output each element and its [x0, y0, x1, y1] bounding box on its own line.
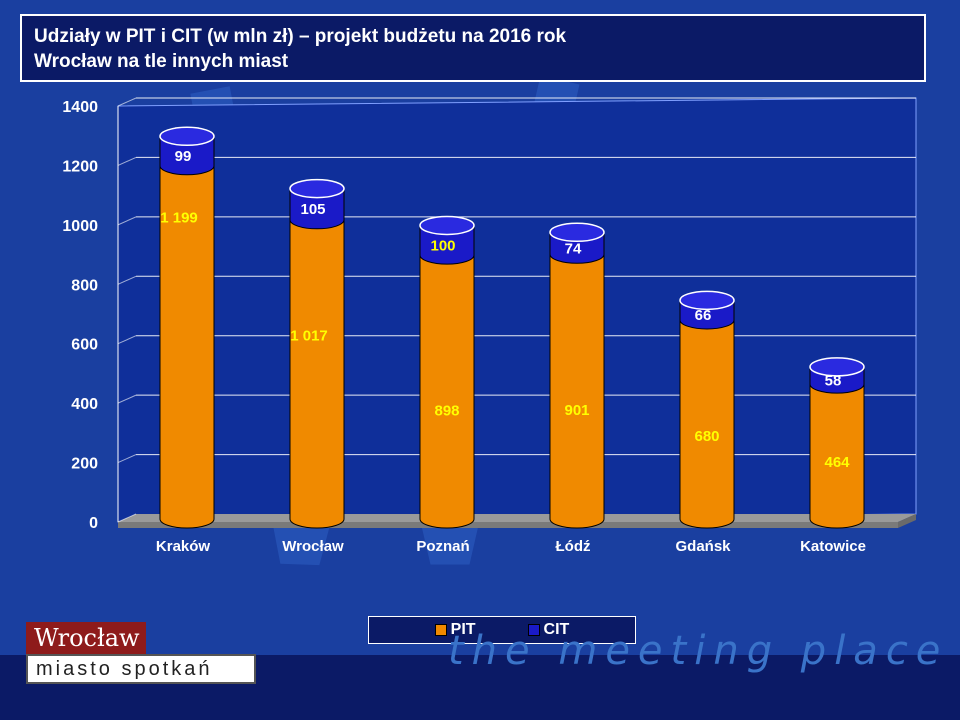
legend-swatch-pit	[434, 624, 447, 636]
title-box: Udziały w PIT i CIT (w mln zł) – projekt…	[20, 14, 926, 82]
y-tick-label: 800	[71, 277, 98, 294]
logo-wroclaw: Wrocław	[26, 622, 146, 654]
data-label-cit: 105	[300, 201, 325, 218]
bar-pit	[159, 165, 215, 529]
bar-pit	[549, 253, 605, 529]
bar-cit-top	[679, 290, 735, 311]
logo-subtitle: miasto spotkań	[26, 654, 256, 684]
data-label-cit: 100	[430, 237, 455, 254]
bar-cit	[289, 188, 345, 230]
bar-cit-top	[549, 222, 605, 243]
bar-pit	[289, 219, 345, 529]
gridline-depth	[117, 156, 137, 166]
data-label-pit: 898	[434, 402, 459, 419]
data-label-cit: 58	[825, 373, 842, 390]
data-label-pit: 1 199	[160, 210, 198, 227]
y-tick-label: 1200	[62, 158, 98, 175]
bar-cit	[159, 135, 215, 176]
y-tick-label: 400	[71, 396, 98, 413]
bar-cit-top	[419, 215, 475, 236]
x-tick-label: Kraków	[156, 538, 211, 555]
title-line-1: Udziały w PIT i CIT (w mln zł) – projekt…	[34, 26, 567, 47]
legend-label-cit: CIT	[543, 621, 570, 638]
title-line-2: Wrocław na tle innych miast	[34, 51, 289, 72]
data-label-pit: 464	[824, 454, 850, 471]
y-tick-label: 1400	[62, 99, 98, 116]
data-label-pit: 680	[694, 428, 719, 445]
bar-pit	[809, 383, 865, 529]
bar-pit	[419, 254, 475, 529]
gridline-depth	[117, 335, 137, 345]
plot-floor-side	[898, 514, 916, 528]
gridline-depth	[117, 275, 137, 285]
chart-legend: PIT CIT	[368, 616, 636, 644]
data-label-cit: 66	[695, 307, 712, 324]
bar-cit-top	[809, 357, 865, 377]
bar-cit-top	[159, 126, 215, 147]
bar-cit-top	[289, 178, 345, 199]
x-tick-label: Katowice	[800, 538, 866, 555]
legend-label-pit: PIT	[450, 621, 476, 638]
gridline-depth	[117, 394, 137, 404]
legend-swatch-cit	[527, 624, 540, 636]
x-tick-label: Wrocław	[282, 538, 344, 555]
gridline-depth	[117, 216, 137, 226]
data-label-pit: 901	[564, 402, 589, 419]
gridline-depth	[117, 513, 137, 523]
gridline-depth	[117, 454, 137, 464]
x-tick-label: Łódź	[556, 538, 591, 555]
y-tick-label: 0	[89, 515, 98, 532]
data-label-pit: 1 017	[290, 328, 328, 345]
plot-floor-edge	[118, 522, 898, 528]
legend-item-pit: PIT	[434, 621, 476, 639]
data-label-cit: 99	[175, 148, 192, 165]
y-tick-label: 600	[71, 337, 98, 354]
data-label-cit: 74	[565, 240, 582, 257]
plot-floor	[118, 514, 916, 522]
y-tick-label: 200	[71, 456, 98, 473]
y-tick-label: 1000	[62, 218, 98, 235]
gridline-depth	[117, 97, 137, 107]
x-tick-label: Poznań	[416, 538, 469, 555]
bar-cit	[419, 224, 475, 265]
tagline: the meeting place	[448, 628, 949, 674]
bar-pit	[679, 319, 735, 529]
plot-area	[117, 97, 917, 523]
legend-item-cit: CIT	[527, 621, 570, 639]
x-tick-label: Gdańsk	[675, 538, 731, 555]
